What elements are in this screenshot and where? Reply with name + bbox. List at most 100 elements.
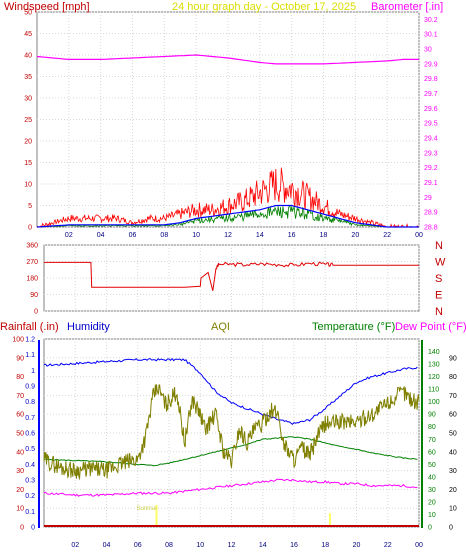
- climate-x-tick-label: 08: [165, 542, 173, 549]
- temp-axis-title: Temperature (°F): [312, 321, 395, 333]
- dew-y-tick-label: 50: [449, 431, 457, 438]
- baro-y-tick-label: 29.8: [424, 76, 438, 83]
- baro-y-axis-labels: 28.8 28.9 29 29.1 29.2 29.3 29.4 29.5 29.6 29.7 29…: [424, 17, 438, 232]
- dew-axis-title: Dew Point (°F): [395, 321, 466, 333]
- climate-x-tick-label: 10: [196, 542, 204, 549]
- temp-y-tick-label: 20: [428, 499, 436, 506]
- baro-y-tick-label: 29.6: [424, 106, 438, 113]
- wind-baro-grid: [37, 11, 420, 228]
- percent-y-tick-label: 80: [16, 374, 24, 381]
- rain-y-tick-label: 0.9: [25, 384, 35, 391]
- baro-y-tick-label: 29.4: [424, 136, 438, 143]
- rain-y-tick-label: 0.2: [25, 493, 35, 500]
- climate-x-tick-label: 12: [228, 542, 236, 549]
- wind-y-tick-label: 15: [24, 160, 32, 167]
- rain-y-tick-label: 1.2: [25, 337, 35, 344]
- climate-x-tick-label: 18: [321, 542, 329, 549]
- wind-x-tick-label: 18: [320, 232, 328, 239]
- dew-y-axis-labels: 0 10 20 30 40 50 60 70 80 90: [449, 355, 457, 531]
- baro-axis-title: Barometer [.in]: [371, 1, 443, 13]
- temp-y-tick-label: 140: [428, 349, 440, 356]
- percent-y-tick-label: 0: [20, 525, 24, 532]
- compass-label: N: [435, 306, 443, 318]
- wind-x-tick-label: 08: [160, 232, 168, 239]
- wind-baro-series: [36, 54, 419, 228]
- temp-y-tick-label: 10: [428, 512, 436, 519]
- humidity-line: [43, 357, 418, 425]
- wind-y-tick-label: 50: [24, 10, 32, 17]
- baro-y-tick-label: 29.3: [424, 150, 438, 157]
- climate-series: Sunrise: [43, 357, 420, 527]
- wind-x-tick-label: 04: [97, 232, 105, 239]
- percent-y-tick-label: 50: [16, 431, 24, 438]
- wind-y-tick-label: 40: [24, 53, 32, 60]
- climate-x-axis-labels: 02 04 06 08 10 12 14 16 18 20 22 00: [71, 542, 423, 549]
- baro-y-tick-label: 30.2: [424, 17, 438, 24]
- percent-y-tick-label: 10: [16, 506, 24, 513]
- baro-y-tick-label: 28.8: [424, 225, 438, 232]
- temp-y-tick-label: 0: [428, 525, 432, 532]
- percent-y-tick-label: 20: [16, 487, 24, 494]
- direction-y-tick-label: 270: [26, 259, 38, 266]
- direction-y-tick-label: 0: [34, 309, 38, 316]
- temp-y-tick-label: 60: [428, 449, 436, 456]
- climate-x-tick-label: 14: [259, 542, 267, 549]
- aqi-axis-title: AQI: [211, 321, 230, 333]
- percent-y-tick-label: 70: [16, 393, 24, 400]
- wind-axis-title: Windspeed [mph]: [4, 1, 90, 13]
- compass-label: N: [435, 240, 443, 252]
- dew-y-tick-label: 70: [449, 393, 457, 400]
- baro-y-tick-label: 29.5: [424, 121, 438, 128]
- avg-wind-line: [36, 204, 419, 228]
- direction-y-axis-labels: 0 90 180 270 360: [26, 243, 38, 316]
- baro-y-tick-label: 29.1: [424, 180, 438, 187]
- baro-y-tick-label: 30.1: [424, 32, 438, 39]
- aqi-line: [43, 384, 420, 481]
- baro-line: [36, 54, 419, 65]
- temp-y-tick-label: 100: [428, 399, 440, 406]
- direction-y-tick-label: 90: [30, 292, 38, 299]
- wind-y-tick-label: 0: [28, 225, 32, 232]
- climate-grid: [44, 338, 420, 528]
- temp-y-tick-label: 110: [428, 387, 439, 394]
- dew-y-tick-label: 0: [449, 525, 453, 532]
- percent-y-tick-label: 100: [12, 337, 24, 344]
- wind-y-tick-label: 45: [24, 31, 32, 38]
- baro-y-tick-label: 29.9: [424, 61, 438, 68]
- dew-y-tick-label: 40: [449, 449, 457, 456]
- compass-label: W: [435, 257, 446, 269]
- temp-y-axis-labels: 0 10 20 30 40 50 60 70 80 90 100 110 120 130 140: [428, 349, 440, 531]
- temp-y-tick-label: 30: [428, 487, 436, 494]
- baro-y-tick-label: 28.9: [424, 210, 438, 217]
- wind-x-tick-label: 12: [224, 232, 232, 239]
- dew-y-tick-label: 90: [449, 355, 457, 362]
- direction-series: [44, 261, 419, 291]
- wind-y-tick-label: 25: [24, 117, 32, 124]
- direction-line: [44, 261, 419, 291]
- rain-y-axis-labels: 0 0.1 0.2 0.3 0.4 0.5 0.6 0.7 0.8 0.9 1 1.1 1.2: [25, 337, 35, 532]
- dew-y-tick-label: 20: [449, 487, 457, 494]
- direction-y-tick-label: 360: [26, 243, 38, 250]
- wind-x-tick-label: 02: [65, 232, 73, 239]
- rain-y-tick-label: 0.8: [25, 399, 35, 406]
- compass-label: S: [435, 273, 442, 285]
- wind-x-tick-label: 00: [415, 232, 423, 239]
- dew-y-tick-label: 80: [449, 374, 457, 381]
- climate-x-tick-label: 16: [290, 542, 298, 549]
- climate-x-tick-label: 00: [415, 542, 423, 549]
- wind-x-tick-label: 16: [288, 232, 296, 239]
- dew-y-tick-label: 60: [449, 412, 457, 419]
- percent-y-tick-label: 40: [16, 449, 24, 456]
- climate-x-tick-label: 02: [71, 542, 79, 549]
- temp-y-tick-label: 50: [428, 462, 436, 469]
- humidity-axis-title: Humidity: [67, 321, 110, 333]
- wind-x-tick-label: 14: [256, 232, 264, 239]
- compass-label: E: [435, 290, 442, 302]
- wind-x-tick-label: 10: [192, 232, 200, 239]
- dew-y-tick-label: 10: [449, 506, 457, 513]
- rain-y-tick-label: 0.1: [25, 509, 35, 516]
- rain-y-tick-label: 0: [31, 525, 35, 532]
